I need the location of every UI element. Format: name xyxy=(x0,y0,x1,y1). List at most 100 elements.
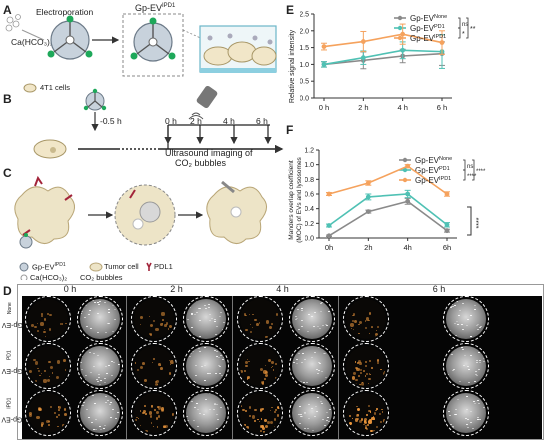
contrast-speck xyxy=(63,429,65,431)
data-point-none xyxy=(365,209,371,214)
bmode-speck xyxy=(116,334,119,336)
x-tick-label: 2 h xyxy=(358,103,368,112)
x-tick-label: 0h xyxy=(325,243,333,252)
legend-marker-ipd1 xyxy=(397,35,403,41)
sig-bracket xyxy=(458,17,461,29)
sig-bracket-large xyxy=(467,206,472,236)
legend-ev-icon xyxy=(19,262,29,272)
legend-ev-base: Gp-EV xyxy=(32,262,55,272)
y-tick-label: 0.6 xyxy=(305,192,314,199)
x-tick-label: 4h xyxy=(403,243,411,252)
roi-circle xyxy=(131,296,177,342)
bmode-speck xyxy=(83,299,86,301)
legend-tumor: Tumor cell xyxy=(104,262,139,271)
series-line-pd1 xyxy=(328,193,448,227)
row-label-ipd1: Gp-EV IPD1 xyxy=(1,390,23,438)
roi-circle xyxy=(237,296,283,342)
ultrasound-image-grid xyxy=(22,296,542,439)
panel-label-b: B xyxy=(3,92,12,106)
contrast-speck xyxy=(383,429,386,432)
roi-circle xyxy=(443,390,489,436)
bmode-speck xyxy=(82,346,85,348)
roi-circle xyxy=(343,390,389,436)
legend-reagent-icon xyxy=(20,274,28,280)
data-point-pd1 xyxy=(405,191,411,197)
schematic-c-graphic xyxy=(14,175,267,280)
panel-d-frame xyxy=(17,284,544,440)
x-tick-label: 6 h xyxy=(437,103,447,112)
electroporation-label: Electroporation xyxy=(36,7,94,17)
legend-label-ipd1: Gp-EVIPD1 xyxy=(410,34,446,43)
col-head-4h: 4 h xyxy=(276,284,289,294)
data-point-pd1 xyxy=(326,223,332,228)
y-tick-label: 0.5 xyxy=(300,79,309,86)
data-point-none xyxy=(326,233,332,239)
legend-label-pd1: Gp-EVPD1 xyxy=(415,166,450,175)
roi-circle xyxy=(237,390,283,436)
series-line-pd1 xyxy=(323,49,443,66)
sig-bracket xyxy=(458,27,461,39)
row-label-none-base: Gp-EV xyxy=(1,321,23,329)
tumor-cells-right xyxy=(206,180,267,244)
contrast-speck xyxy=(382,428,385,431)
data-point-pd1 xyxy=(360,55,366,61)
contrast-speck xyxy=(276,427,280,431)
legend-marker-pd1 xyxy=(397,25,403,31)
ultrasound-label: Ultrasound imaging of CO₂ bubbles xyxy=(165,148,253,168)
data-point-none xyxy=(444,228,450,234)
roi-circle xyxy=(237,343,283,389)
product-label-base: Gp-EV xyxy=(135,3,163,13)
injection-ev-icon xyxy=(83,88,107,111)
y-tick-label: 1.0 xyxy=(305,162,314,169)
contrast-speck xyxy=(240,332,242,335)
ultrasound-label-line2: CO₂ bubbles xyxy=(175,158,227,168)
row-label-pd1: Gp-EV PD1 xyxy=(1,343,23,389)
y-tick-label: 0.2 xyxy=(305,221,314,228)
series-line-none xyxy=(328,200,448,237)
ev-small-left xyxy=(19,233,33,249)
data-point-pd1 xyxy=(321,62,327,67)
sig-label: ns xyxy=(467,164,473,170)
tumor-cells-left xyxy=(14,175,75,244)
data-point-ipd1 xyxy=(365,180,371,186)
chart-f-ylabel-wrap: Manders overlap coefficient (MOC) of EVs … xyxy=(286,140,306,260)
contrast-speck xyxy=(29,335,32,337)
contrast-speck xyxy=(240,430,243,433)
series-line-none xyxy=(323,52,443,66)
contrast-speck xyxy=(134,335,137,338)
sig-label: ns xyxy=(462,22,468,28)
reagent-label: Ca(HCO₃)₂ xyxy=(11,37,54,47)
roi-circle xyxy=(343,296,389,342)
chart-f: 0.00.20.40.60.81.01.20h 2h 4h 6hGp-EVNoneGp… xyxy=(305,148,486,253)
time-label-2: 2 h xyxy=(190,116,202,126)
series-line-ipd1 xyxy=(323,33,443,48)
legend-pdl1: PDL1 xyxy=(154,262,173,271)
data-point-ipd1 xyxy=(405,163,411,169)
sig-label-large: **** xyxy=(476,217,483,228)
cell-dish-illustration xyxy=(199,25,277,73)
roi-circle xyxy=(443,343,489,389)
row-label-pd1-base: Gp-EV xyxy=(1,367,23,375)
ultrasound-probe-icon xyxy=(188,85,218,120)
column-divider xyxy=(126,296,127,439)
bmode-speck xyxy=(223,393,226,395)
reagent-particles xyxy=(5,14,21,32)
bmode-speck xyxy=(448,394,451,396)
contrast-speck xyxy=(134,381,138,384)
y-tick-label: 0.8 xyxy=(305,177,314,184)
y-tick-label: 2.0 xyxy=(300,28,309,35)
legend-bubbles: CO₂ bubbles xyxy=(80,273,123,282)
x-tick-label: 6h xyxy=(443,243,451,252)
panel-label-f: F xyxy=(286,123,294,137)
sig-label: **** xyxy=(467,174,477,180)
legend-ev-sup: IPD1 xyxy=(54,262,66,268)
data-point-ipd1 xyxy=(400,31,406,37)
bmode-speck xyxy=(292,336,295,338)
timeline-graphic xyxy=(33,85,284,159)
row-label-ipd1-sup: IPD1 xyxy=(6,397,13,410)
y-tick-label: 2.5 xyxy=(300,12,309,19)
chart-f-ylabel: Manders overlap coefficient (MOC) of EVs … xyxy=(288,157,304,243)
data-point-ipd1 xyxy=(321,44,327,49)
product-label-sup: IPD1 xyxy=(162,3,176,9)
